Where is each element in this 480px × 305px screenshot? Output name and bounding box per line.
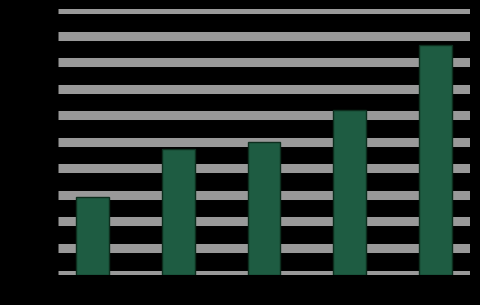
Bar <box>248 142 280 274</box>
Bar <box>162 149 194 274</box>
Bar <box>334 110 366 274</box>
Bar <box>76 197 109 274</box>
Bar <box>419 45 452 274</box>
